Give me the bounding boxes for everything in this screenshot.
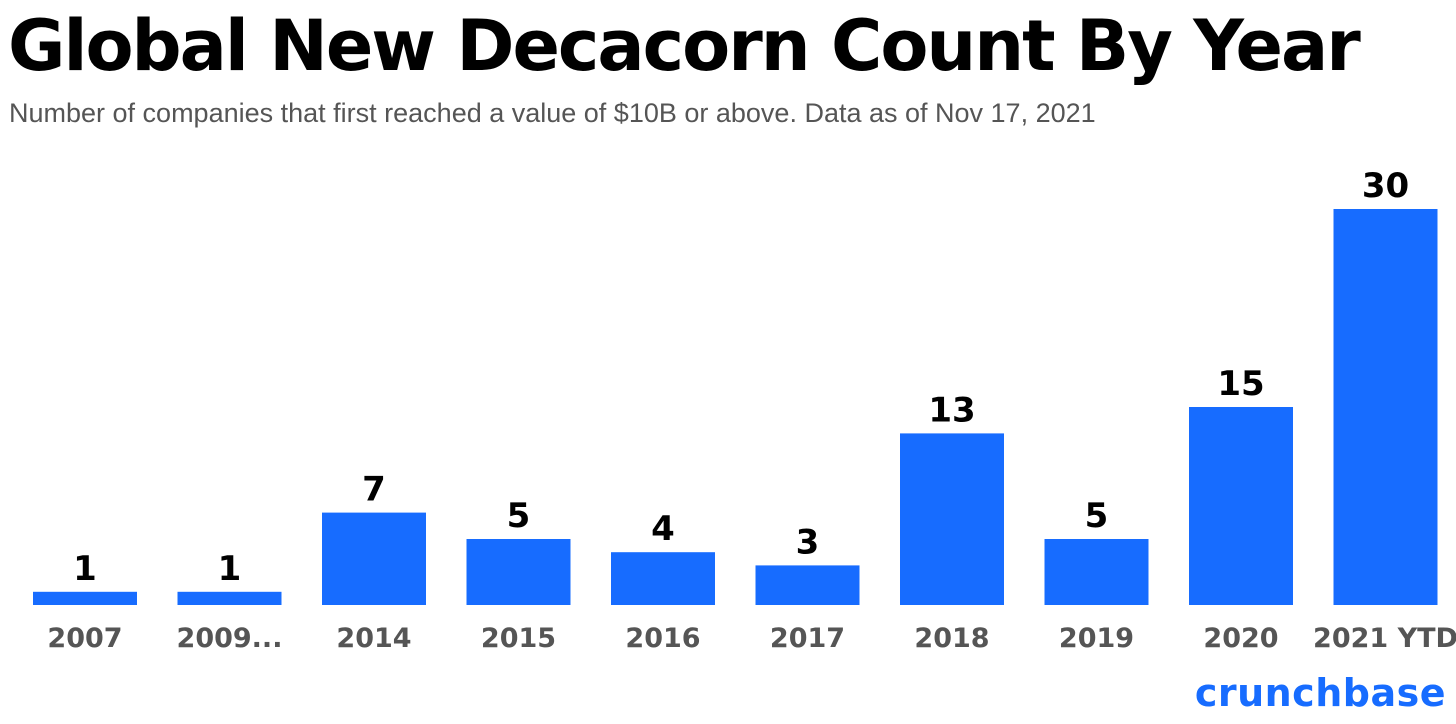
bar-3 xyxy=(466,539,571,605)
x-tick-label-0: 2007 xyxy=(47,623,122,654)
data-label-9: 30 xyxy=(1362,166,1409,206)
bar-1 xyxy=(177,591,282,605)
x-tick-label-8: 2020 xyxy=(1203,623,1278,654)
bar-9 xyxy=(1333,209,1438,605)
data-label-3: 5 xyxy=(507,496,531,536)
chart-title: Global New Decacorn Count By Year xyxy=(8,5,1361,87)
x-tick-label-7: 2019 xyxy=(1059,623,1134,654)
data-label-7: 5 xyxy=(1085,496,1109,536)
x-tick-label-3: 2015 xyxy=(481,623,556,654)
bar-4 xyxy=(611,552,715,605)
bar-6 xyxy=(900,433,1004,605)
data-label-5: 3 xyxy=(796,522,820,562)
bar-2 xyxy=(322,512,426,605)
x-tick-label-4: 2016 xyxy=(625,623,700,654)
bar-7 xyxy=(1044,539,1149,605)
chart-subtitle: Number of companies that first reached a… xyxy=(9,98,1096,128)
data-label-6: 13 xyxy=(928,390,975,430)
bar-8 xyxy=(1189,407,1293,605)
data-label-1: 1 xyxy=(218,549,242,589)
data-label-8: 15 xyxy=(1217,364,1264,404)
x-tick-label-2: 2014 xyxy=(336,623,411,654)
x-tick-label-5: 2017 xyxy=(770,623,845,654)
data-label-2: 7 xyxy=(362,470,386,510)
data-label-0: 1 xyxy=(73,549,97,589)
bar-5 xyxy=(755,565,860,605)
data-label-4: 4 xyxy=(651,509,675,549)
bar-0 xyxy=(33,591,137,605)
x-tick-label-9: 2021 YTD xyxy=(1313,623,1456,654)
x-tick-label-1: 2009... xyxy=(177,623,283,654)
crunchbase-logo: crunchbase xyxy=(1194,671,1446,715)
x-tick-label-6: 2018 xyxy=(914,623,989,654)
